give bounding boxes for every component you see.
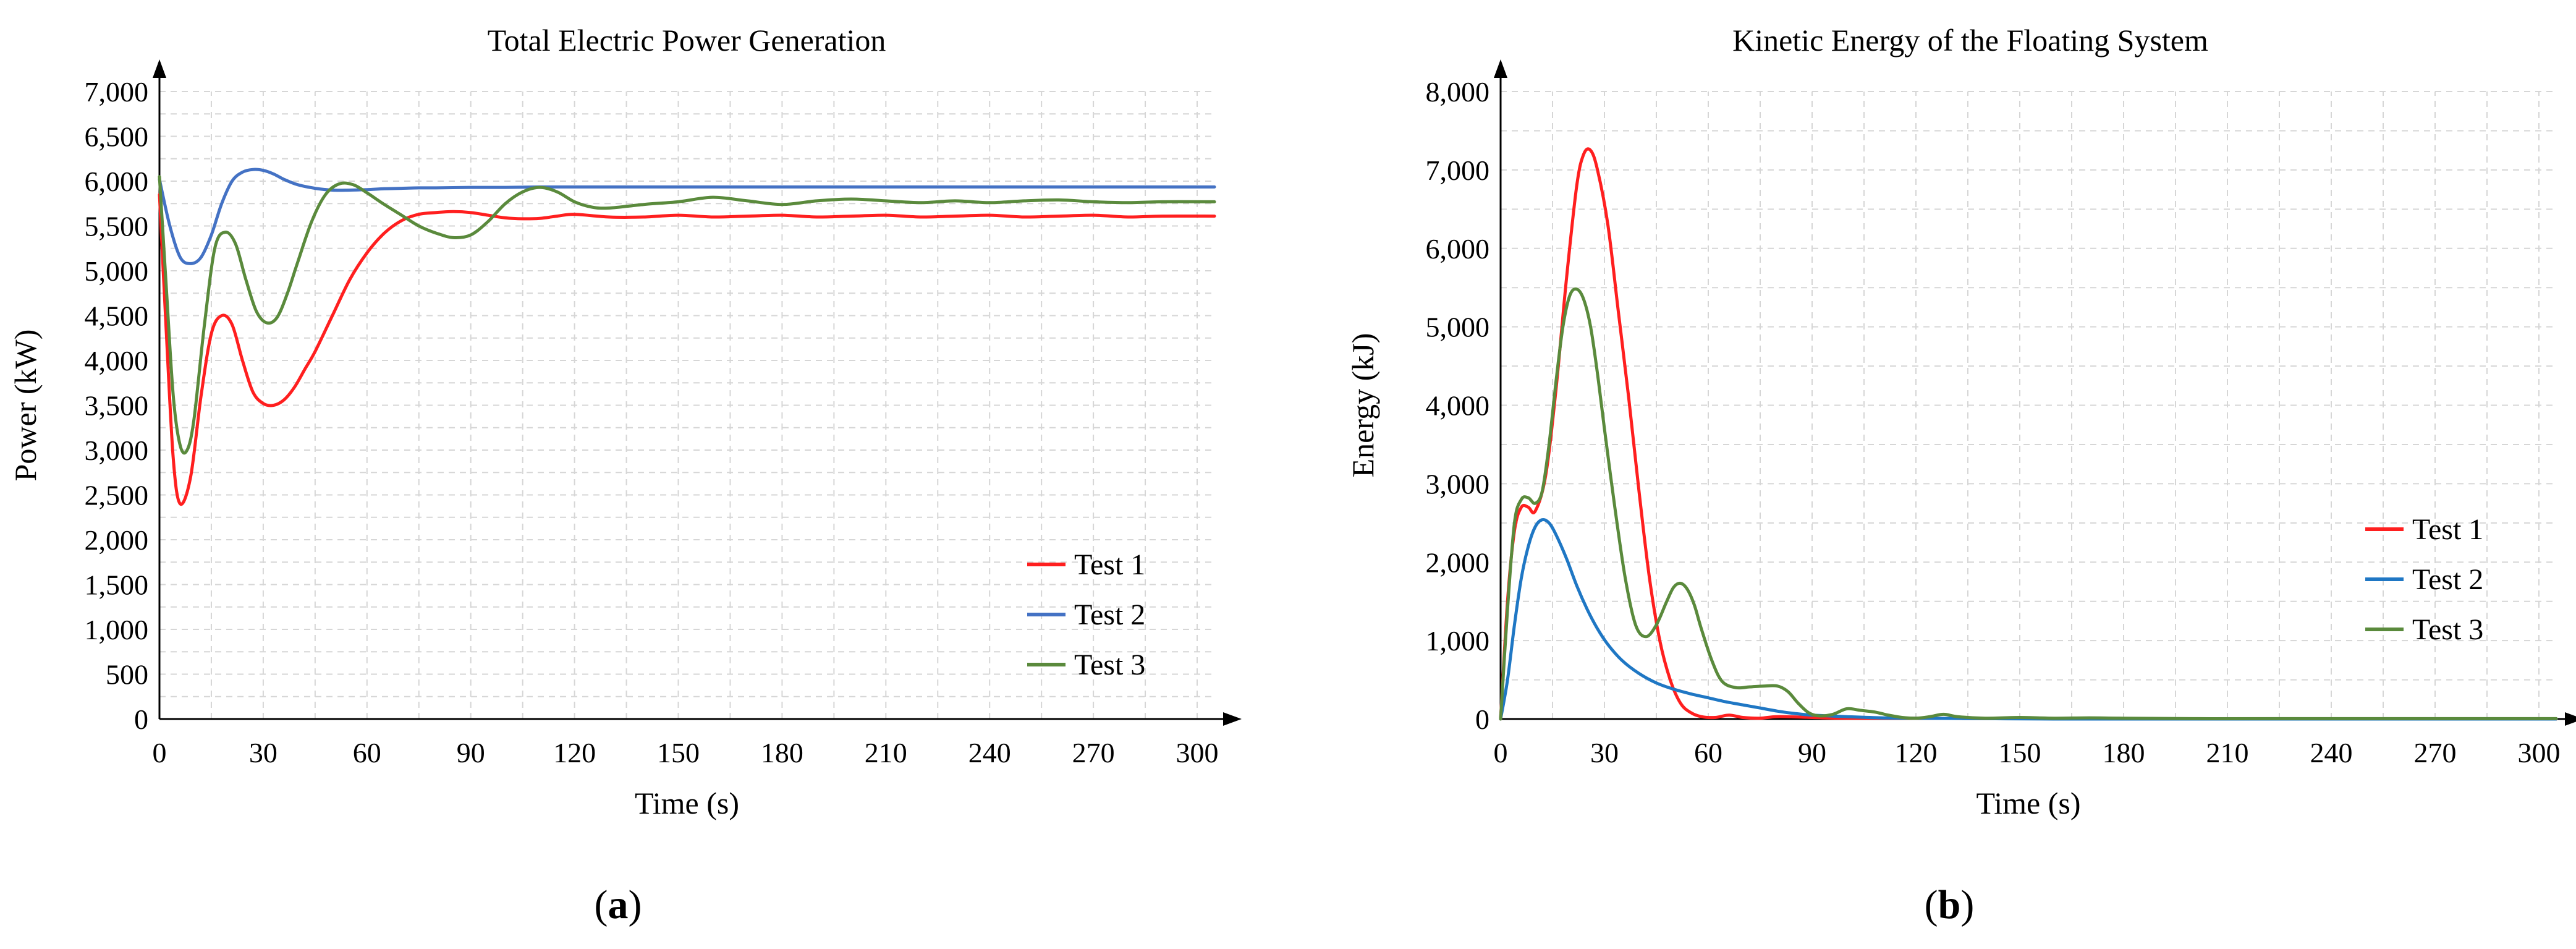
y-tick-label: 3,000 [1426, 468, 1490, 500]
x-tick-label: 240 [968, 737, 1011, 768]
chart-title: Kinetic Energy of the Floating System [1732, 23, 2208, 57]
x-axis-label: Time (s) [1976, 786, 2080, 820]
y-tick-label: 4,500 [85, 300, 149, 332]
y-tick-label: 6,000 [85, 166, 149, 197]
series-line-test-1 [158, 193, 1216, 506]
x-tick-label: 90 [457, 737, 485, 768]
y-axis-label: Energy (kJ) [1345, 333, 1380, 478]
y-tick-label: 500 [106, 659, 148, 691]
series-line-test-3 [1499, 287, 2558, 721]
legend: Test 1 Test 2 Test 3 [2365, 513, 2483, 646]
gridlines [159, 91, 1214, 719]
y-tick-label: 2,000 [85, 524, 149, 556]
x-tick-label: 210 [2206, 737, 2249, 768]
x-tick-label: 0 [1494, 737, 1508, 768]
y-tick-label: 3,000 [85, 435, 149, 466]
y-tick-label: 0 [134, 704, 148, 735]
legend-label: Test 2 [2412, 563, 2483, 596]
y-tick-label: 1,000 [1426, 625, 1490, 657]
x-tick-label: 30 [249, 737, 278, 768]
gridlines [1501, 91, 2556, 719]
legend-label: Test 3 [2412, 613, 2483, 646]
x-tick-label: 120 [1895, 737, 1938, 768]
y-tick-label: 1,500 [85, 569, 149, 601]
series-line-test-1 [1499, 147, 2558, 721]
y-tick-label: 1,000 [85, 614, 149, 645]
x-tick-label: 300 [2518, 737, 2561, 768]
x-axis-label: Time (s) [635, 786, 739, 820]
y-tick-label: 8,000 [1426, 76, 1490, 108]
x-tick-label: 120 [553, 737, 596, 768]
x-tick-label: 240 [2310, 737, 2353, 768]
y-tick-label: 6,500 [85, 121, 149, 153]
x-tick-label: 30 [1590, 737, 1619, 768]
panel-label: (a) [595, 882, 642, 927]
panel-label: (b) [1925, 882, 1975, 927]
y-tick-label: 6,000 [1426, 233, 1490, 265]
y-tick-label: 2,000 [1426, 547, 1490, 578]
legend: Test 1 Test 2 Test 3 [1027, 548, 1145, 681]
y-tick-label: 5,500 [85, 211, 149, 242]
y-axis-arrow [153, 59, 166, 78]
y-tick-label: 5,000 [1426, 312, 1490, 343]
x-tick-label: 270 [2414, 737, 2457, 768]
x-axis-arrow [2565, 712, 2576, 726]
y-tick-label: 7,000 [85, 76, 149, 108]
x-tick-label: 180 [761, 737, 803, 768]
x-tick-label: 270 [1072, 737, 1115, 768]
y-tick-label: 2,500 [85, 480, 149, 511]
y-tick-label: 5,000 [85, 255, 149, 287]
y-tick-label: 3,500 [85, 390, 149, 422]
chart-title: Total Electric Power Generation [488, 23, 886, 57]
x-tick-label: 210 [865, 737, 907, 768]
x-tick-label: 150 [1999, 737, 2041, 768]
chart-energy: 0 1,000 2,000 3,000 4,000 5,000 6,000 7,000 8,00… [1345, 23, 2576, 927]
y-tick-label: 7,000 [1426, 155, 1490, 186]
x-axis-arrow [1223, 712, 1242, 726]
series-line-test-3 [158, 175, 1216, 455]
y-axis-arrow [1494, 59, 1507, 78]
legend-label: Test 2 [1074, 598, 1145, 631]
legend-label: Test 1 [1074, 548, 1145, 581]
y-tick-label: 0 [1475, 704, 1489, 735]
x-tick-label: 180 [2103, 737, 2145, 768]
x-tick-label: 300 [1176, 737, 1219, 768]
x-tick-label: 90 [1798, 737, 1826, 768]
chart-power: 0 500 1,000 1,500 2,000 2,500 3,000 3,500 4,000 4… [8, 23, 1242, 927]
x-tick-label: 0 [153, 737, 167, 768]
legend-label: Test 1 [2412, 513, 2483, 546]
y-axis-label: Power (kW) [8, 330, 43, 482]
x-tick-label: 150 [657, 737, 700, 768]
legend-label: Test 3 [1074, 649, 1145, 681]
y-tick-label: 4,000 [1426, 390, 1490, 422]
series-line-test-2 [158, 168, 1216, 265]
y-tick-label: 4,000 [85, 345, 149, 377]
x-tick-label: 60 [1694, 737, 1722, 768]
x-tick-label: 60 [353, 737, 381, 768]
